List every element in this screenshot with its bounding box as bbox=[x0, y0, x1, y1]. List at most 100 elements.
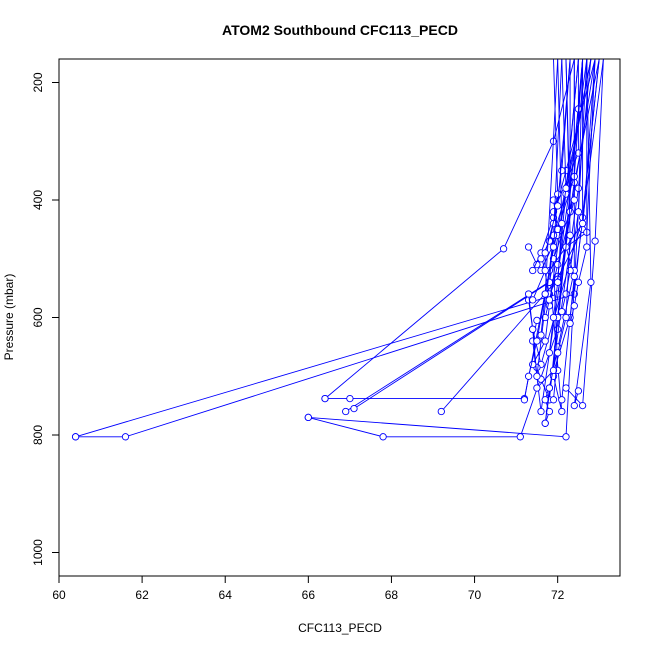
data-point bbox=[516, 433, 524, 441]
data-point bbox=[304, 413, 312, 422]
data-point bbox=[583, 243, 591, 251]
data-point bbox=[537, 255, 545, 263]
series-4 bbox=[304, 59, 588, 441]
data-point bbox=[524, 372, 533, 380]
data-point bbox=[533, 372, 541, 380]
data-point bbox=[321, 394, 329, 403]
y-axis-label: Pressure (mbar) bbox=[2, 274, 16, 361]
data-point bbox=[554, 325, 562, 333]
data-point bbox=[558, 219, 566, 228]
x-tick-label: 62 bbox=[135, 588, 149, 602]
data-point bbox=[541, 266, 549, 275]
data-point bbox=[554, 202, 562, 210]
y-axis: 200 400 600 800 1000 bbox=[31, 72, 60, 566]
data-point bbox=[533, 316, 541, 325]
series-line bbox=[324, 59, 575, 399]
y-tick-label: 1000 bbox=[31, 539, 45, 566]
data-point bbox=[566, 208, 574, 216]
series-line bbox=[308, 59, 588, 438]
data-point bbox=[529, 296, 537, 304]
data-point bbox=[578, 401, 587, 410]
data-point bbox=[541, 419, 549, 427]
data-point bbox=[558, 166, 566, 175]
data-point bbox=[541, 337, 549, 345]
data-point bbox=[545, 384, 554, 392]
series-36 bbox=[549, 59, 574, 404]
x-tick-label: 70 bbox=[468, 588, 482, 602]
data-point bbox=[574, 184, 583, 192]
series-21 bbox=[570, 59, 595, 410]
series-34 bbox=[566, 59, 591, 328]
x-axis-label: CFC113_PECD bbox=[298, 621, 382, 635]
series-1 bbox=[71, 59, 600, 441]
x-tick-label: 72 bbox=[551, 588, 565, 602]
data-point bbox=[562, 290, 570, 298]
data-point bbox=[379, 433, 387, 441]
data-point bbox=[520, 396, 529, 404]
data-point bbox=[558, 396, 566, 404]
data-point bbox=[570, 302, 578, 310]
series-layer bbox=[71, 59, 604, 441]
series-line bbox=[573, 59, 592, 406]
series-line bbox=[565, 59, 604, 407]
x-tick-label: 66 bbox=[302, 588, 316, 602]
data-point bbox=[549, 196, 558, 204]
data-point bbox=[566, 231, 574, 239]
x-tick-label: 68 bbox=[385, 588, 399, 602]
series-35 bbox=[520, 59, 559, 404]
series-31 bbox=[558, 59, 584, 316]
y-tick-label: 600 bbox=[31, 307, 45, 327]
data-point bbox=[570, 401, 578, 410]
data-point bbox=[541, 313, 549, 322]
series-26 bbox=[524, 59, 563, 380]
series-20 bbox=[562, 59, 604, 410]
y-tick-label: 400 bbox=[31, 190, 45, 210]
data-point bbox=[554, 190, 562, 198]
data-point bbox=[437, 407, 445, 416]
data-point bbox=[121, 433, 130, 441]
data-point bbox=[566, 319, 574, 328]
data-point bbox=[524, 243, 533, 251]
data-point bbox=[545, 349, 554, 357]
data-point bbox=[570, 272, 578, 281]
data-point bbox=[541, 249, 549, 257]
series-2 bbox=[71, 59, 596, 441]
data-point bbox=[587, 278, 595, 286]
data-point bbox=[529, 325, 537, 333]
data-point bbox=[549, 366, 558, 375]
x-tick-label: 60 bbox=[52, 588, 66, 602]
data-point bbox=[562, 384, 570, 392]
data-point bbox=[533, 337, 541, 345]
data-point bbox=[545, 296, 554, 304]
data-point bbox=[549, 396, 558, 404]
series-line bbox=[75, 59, 596, 438]
y-tick-label: 200 bbox=[31, 72, 45, 92]
x-axis: 60 62 64 66 68 70 72 bbox=[52, 575, 565, 602]
y-tick-label: 800 bbox=[31, 425, 45, 445]
series-9 bbox=[321, 59, 575, 403]
data-point bbox=[570, 196, 578, 204]
data-point bbox=[524, 290, 533, 298]
data-point bbox=[574, 278, 583, 286]
data-point bbox=[558, 407, 566, 416]
data-point bbox=[578, 219, 587, 228]
data-point bbox=[537, 407, 545, 416]
data-point bbox=[346, 394, 354, 403]
data-point bbox=[541, 290, 549, 298]
data-point bbox=[562, 313, 570, 322]
data-point bbox=[342, 407, 350, 416]
data-point bbox=[574, 387, 583, 395]
data-point bbox=[499, 245, 508, 253]
data-point bbox=[71, 433, 80, 441]
data-point bbox=[549, 243, 558, 251]
chart-title: ATOM2 Southbound CFC113_PECD bbox=[222, 22, 458, 38]
x-tick-label: 64 bbox=[219, 588, 233, 602]
series-30 bbox=[541, 59, 578, 322]
data-point bbox=[350, 404, 358, 413]
data-point bbox=[545, 237, 554, 245]
data-point bbox=[574, 208, 583, 216]
series-line bbox=[75, 59, 600, 438]
data-point bbox=[562, 433, 570, 441]
data-point bbox=[529, 266, 537, 275]
